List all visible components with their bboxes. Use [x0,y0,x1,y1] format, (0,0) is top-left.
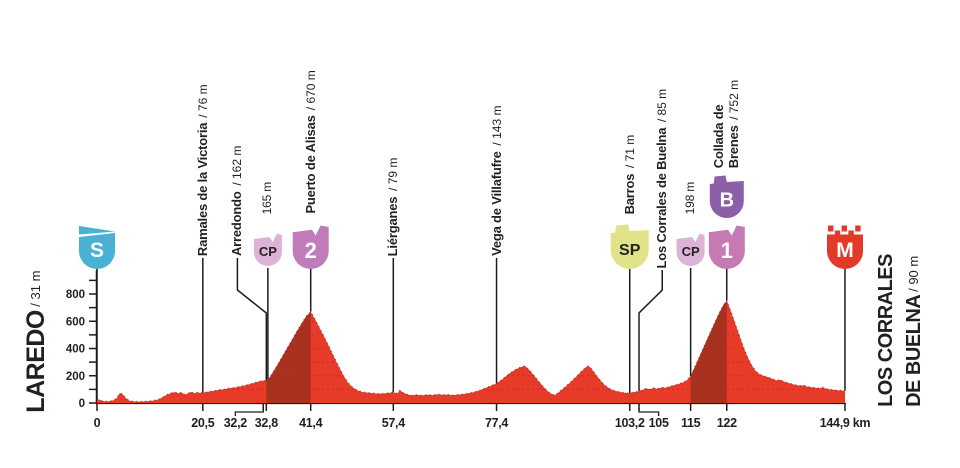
waypoint-name: Puerto de Alisas [302,115,318,214]
marker-S: S [79,226,115,269]
x-tick-label: 105 [649,416,669,430]
marker-fold-slit [709,228,731,233]
finish-town-line2: DE BUELNA [903,294,925,407]
marker-label: B [720,189,734,211]
finish-town-label: LOS CORRALES DE BUELNA / 90 m [873,254,928,407]
x-tick-label: 20,5 [191,416,214,430]
y-tick-label: 200 [66,371,85,383]
x-tick-label: 32,8 [255,416,278,430]
x-tick-label: 122 [717,416,737,430]
marker-body [79,233,115,269]
marker-B: B [709,175,744,218]
marker-label: S [90,239,104,262]
marker-body [676,233,705,266]
marker-label: CP [682,244,700,259]
waypoint-label: Barros / 71 m [622,135,638,214]
y-axis: 0 200 400 600 800 [66,270,98,410]
y-tick-label: 0 [79,398,85,410]
waypoint-markers: S CP 2 SP CP 1 B M [79,175,863,269]
marker-SP: SP [610,224,649,269]
marker-body [253,233,282,266]
waypoint-label: Ramales de la Victoria / 76 m [195,84,211,256]
waypoint-elbow-line [236,258,268,381]
marker-label: M [836,239,854,262]
x-tick-connector [638,408,660,416]
marker-body [292,225,329,269]
waypoint-name: Arredondo [229,191,245,256]
y-tick-label: 800 [66,289,85,301]
marker-CP: CP [676,233,705,266]
marker-body [827,234,863,269]
x-tick-connector [234,408,264,416]
y-tick-label: 400 [66,344,85,356]
marker-CP: CP [253,233,282,266]
waypoint-name: Liérganes [385,196,401,256]
y-tick-label: 600 [66,316,85,328]
categorized-climb-segment [690,300,727,403]
waypoint-elevation: / 85 m [655,88,670,126]
waypoint-label: Arredondo / 162 m [229,146,245,256]
waypoint-name: Ramales de la Victoria [194,122,210,256]
x-tick-label: 115 [681,416,701,430]
marker-body [709,175,744,218]
elevation-profile-area [97,300,845,403]
waypoint-elevation: / 670 m [303,70,318,114]
waypoint-name: 165 m [259,181,274,214]
waypoint-label: Los Corrales de Buelna / 85 m [654,89,670,269]
waypoint-elbow-line [638,270,663,392]
waypoint-name: Brenes [726,125,742,168]
x-tick-label: 144,9 km [820,416,871,430]
marker-label: 2 [305,238,317,263]
marker-body [708,225,745,269]
start-town-elevation: / 31 m [28,271,43,308]
x-tick-label: 77,4 [485,416,508,430]
waypoint-elevation: / 79 m [386,157,401,195]
waypoint-name: Los Corrales de Buelna [654,127,670,268]
marker-top-ornament [828,225,861,235]
waypoint-name: Collada de [711,104,727,168]
waypoint-label: Collada de Brenes / 752 m [711,80,742,168]
marker-top-ornament [79,226,115,235]
start-town-label: LAREDO / 31 m [22,271,50,413]
waypoint-label: Liérganes / 79 m [385,158,401,256]
waypoint-elevation: / 162 m [230,145,245,190]
waypoint-name: Barros [621,173,637,214]
marker-label: 1 [721,238,733,263]
x-tick-label: 103,2 [615,416,645,430]
marker-2: 2 [292,225,329,269]
waypoint-lines [96,258,846,399]
marker-M: M [827,225,863,269]
waypoint-elevation: / 752 m [727,79,742,124]
finish-town-line1: LOS CORRALES [875,254,897,407]
finish-town-elevation: / 90 m [906,255,921,292]
waypoint-name: Vega de Villafufre [488,151,504,256]
x-tick-label: 32,2 [224,416,247,430]
start-town-name: LAREDO [22,310,50,413]
waypoint-label: Puerto de Alisas / 670 m [303,70,319,214]
x-tick-label: 0 [94,416,101,430]
waypoint-elevation: / 76 m [195,83,210,121]
categorized-climb-segment [266,311,311,403]
waypoint-elevation: / 143 m [489,106,504,150]
x-tick-label: 57,4 [382,416,405,430]
marker-label: CP [259,244,277,259]
x-tick-label: 41,4 [299,416,322,430]
waypoint-label: 198 m [683,182,698,214]
marker-fold-slit [293,228,315,233]
x-axis: 0 20,5 32,2 32,8 41,4 57,4 77,4 103,2 105 115 122 1… [94,402,871,430]
marker-label: SP [619,242,641,259]
waypoint-label: 165 m [260,182,275,214]
waypoint-name: 198 m [682,181,697,214]
waypoint-elevation: / 71 m [622,134,637,172]
marker-1: 1 [708,225,745,269]
waypoint-label: Vega de Villafufre / 143 m [489,106,505,256]
marker-body [610,224,649,269]
